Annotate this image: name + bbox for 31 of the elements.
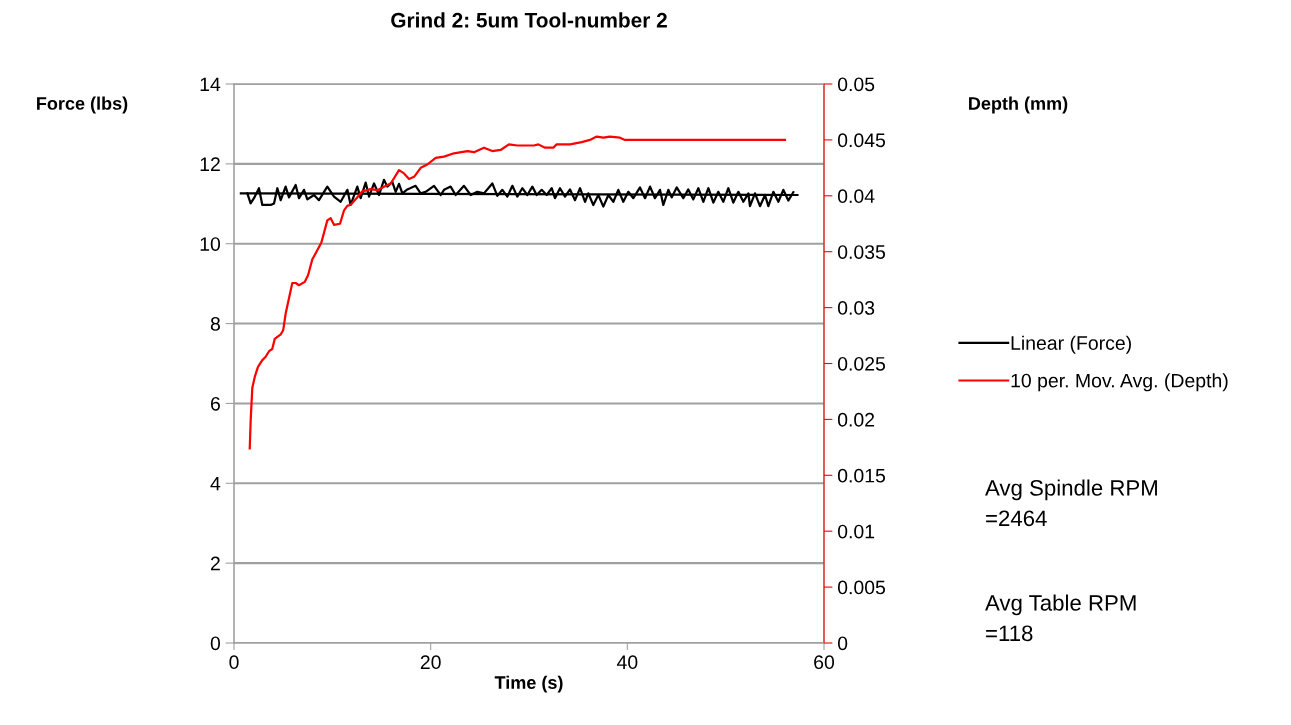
y2-tick-label: 0.01	[837, 524, 875, 539]
x-tick-label: 60	[814, 655, 835, 670]
y2-tick-label: 0.04	[837, 189, 875, 204]
y2-tick-label: 0	[837, 636, 848, 651]
y2-tick-label: 0.045	[837, 133, 886, 148]
y-tick-label: 14	[200, 77, 221, 92]
y2-tick-label: 0.015	[837, 468, 886, 483]
x-axis-title: Time (s)	[494, 675, 563, 693]
y2-tick-label: 0.05	[837, 77, 875, 92]
x-tick-label: 0	[229, 655, 239, 670]
y2-axis-title: Depth (mm)	[969, 96, 1068, 114]
y-tick-label: 10	[200, 237, 221, 251]
legend-label: 10 per. Mov. Avg. (Depth)	[1011, 373, 1228, 392]
y-tick-label: 6	[210, 396, 220, 411]
y-tick-label: 4	[210, 476, 221, 491]
text: Avg Table RPM =118	[985, 594, 1136, 642]
x-tick-label: 40	[616, 655, 638, 670]
legend-label: Linear (Force)	[1011, 335, 1131, 354]
y2-tick-label: 0.03	[837, 301, 875, 315]
y-tick-label: 12	[200, 157, 220, 171]
text: Avg Spindle RPM =2464	[985, 479, 1157, 527]
y-axis-title: Force (lbs)	[37, 96, 128, 114]
y-tick-label: 2	[210, 556, 220, 571]
x-tick-label: 20	[420, 655, 441, 670]
y2-tick-label: 0.02	[837, 412, 875, 427]
y2-tick-label: 0.035	[837, 245, 886, 259]
y-tick-label: 8	[210, 317, 220, 331]
y2-tick-label: 0.005	[837, 580, 886, 595]
y2-tick-label: 0.025	[837, 356, 886, 371]
y-tick-label: 0	[210, 636, 221, 651]
chart-title: Grind 2: 5um Tool-number 2	[391, 12, 667, 28]
